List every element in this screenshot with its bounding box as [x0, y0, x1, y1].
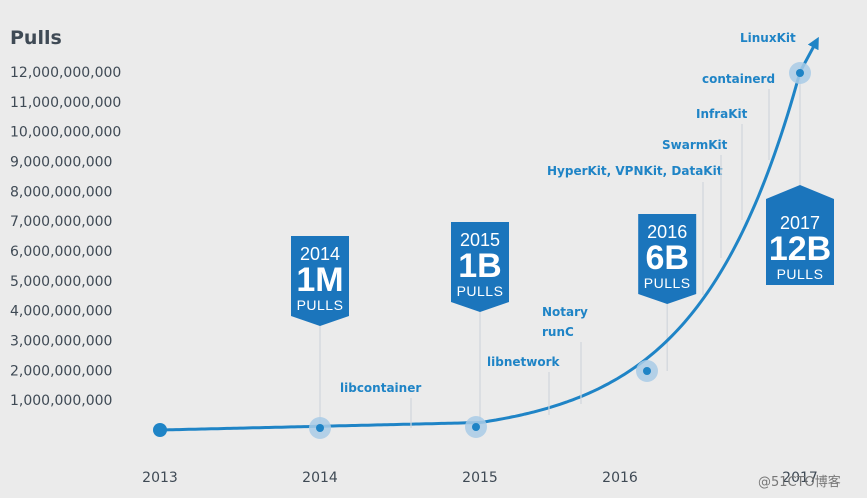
y-tick-label: 2,000,000,000 [10, 363, 112, 379]
point-marker [796, 69, 804, 77]
annotation: HyperKit, VPNKit, DataKit [547, 164, 723, 295]
data-point [309, 417, 331, 439]
point-marker [153, 423, 167, 437]
y-tick-label: 6,000,000,000 [10, 244, 112, 260]
annotation: libnetwork [487, 355, 560, 415]
data-point [465, 416, 487, 438]
annotation-label: libcontainer [340, 381, 421, 395]
annotation-label: Notary [542, 305, 588, 319]
y-tick-label: 7,000,000,000 [10, 214, 112, 230]
x-tick-label: 2013 [142, 470, 178, 486]
annotation-label: libnetwork [487, 355, 560, 369]
annotation-label: SwarmKit [662, 138, 728, 152]
x-tick-label: 2015 [462, 470, 498, 486]
x-tick-label: 2017 [782, 470, 818, 486]
annotation: InfraKit [696, 107, 748, 220]
annotation-label: InfraKit [696, 107, 748, 121]
callout-unit: PULLS [457, 283, 504, 299]
callout-year: 2016 [647, 222, 687, 242]
x-tick-label: 2016 [602, 470, 638, 486]
callout-unit: PULLS [297, 297, 344, 313]
callout-box [766, 185, 834, 285]
y-tick-label: 1,000,000,000 [10, 393, 112, 409]
point-marker [643, 367, 651, 375]
annotation: runC [542, 325, 582, 404]
callout-box [638, 214, 697, 304]
data-point [153, 423, 167, 437]
annotation-label: runC [542, 325, 574, 339]
annotation-label: HyperKit, VPNKit, DataKit [547, 164, 723, 178]
y-tick-label: 10,000,000,000 [10, 125, 121, 141]
watermark: @51CTO博客 [758, 474, 841, 490]
y-tick-label: 9,000,000,000 [10, 155, 112, 171]
callout-year: 2017 [780, 213, 820, 233]
y-axis-title: Pulls [10, 27, 62, 49]
annotation-label: containerd [702, 72, 775, 86]
y-tick-label: 8,000,000,000 [10, 184, 112, 200]
callout-value: 12B [769, 230, 831, 268]
callout-unit: PULLS [777, 266, 824, 282]
y-tick-label: 11,000,000,000 [10, 95, 121, 111]
callout-box [451, 222, 509, 312]
annotation-label: LinuxKit [740, 31, 796, 45]
data-point [636, 360, 658, 382]
x-tick-label: 2014 [302, 470, 338, 486]
callout-value: 1B [458, 247, 501, 285]
y-tick-label: 3,000,000,000 [10, 334, 112, 350]
callout-value: 1M [296, 261, 343, 299]
callout-unit: PULLS [644, 275, 691, 291]
point-marker [472, 423, 480, 431]
annotation: containerd [702, 72, 775, 160]
callout-box [291, 236, 349, 326]
callout-year: 2014 [300, 244, 340, 264]
callout-value: 6B [645, 239, 688, 277]
annotation: SwarmKit [662, 138, 728, 258]
y-tick-label: 4,000,000,000 [10, 304, 112, 320]
annotation: LinuxKit [740, 31, 796, 45]
y-tick-label: 5,000,000,000 [10, 274, 112, 290]
annotation: libcontainer [340, 381, 421, 428]
point-marker [316, 424, 324, 432]
callout-year: 2015 [460, 230, 500, 250]
annotation: Notary [542, 305, 588, 319]
y-tick-label: 12,000,000,000 [10, 65, 121, 81]
data-point [789, 62, 811, 84]
